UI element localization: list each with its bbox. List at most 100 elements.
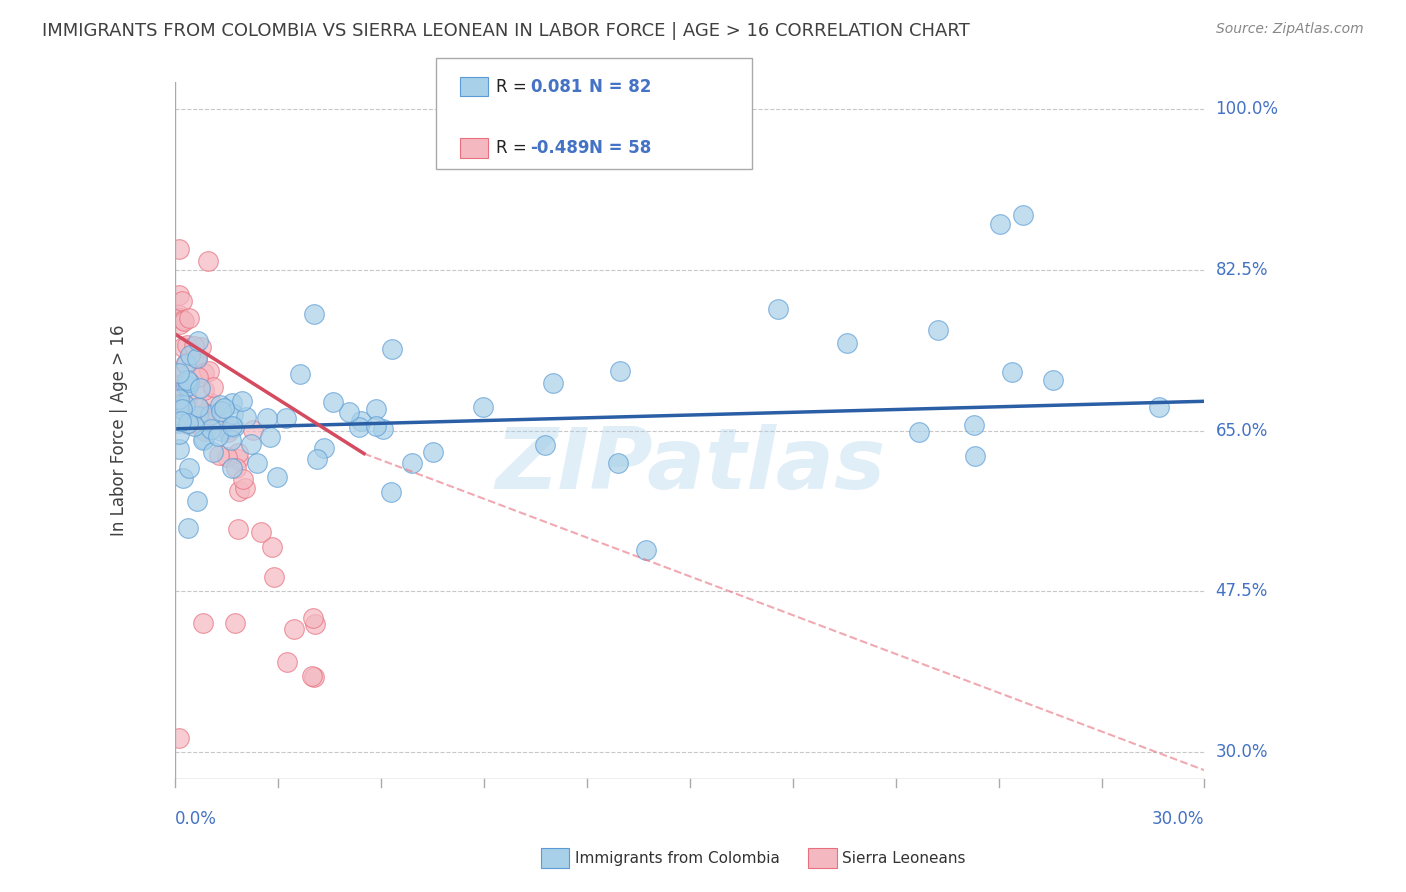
Point	[167, 308, 190, 322]
Point	[176, 392, 198, 407]
Point	[963, 450, 986, 464]
Point	[187, 334, 209, 349]
Point	[218, 422, 240, 436]
Point	[231, 394, 253, 409]
Text: 30.0%: 30.0%	[1152, 810, 1205, 828]
Point	[193, 432, 215, 446]
Point	[380, 484, 402, 499]
Point	[167, 366, 190, 380]
Point	[990, 217, 1012, 231]
Point	[177, 461, 200, 475]
Text: 65.0%: 65.0%	[1216, 422, 1268, 440]
Point	[167, 731, 190, 745]
Point	[187, 370, 209, 384]
Point	[266, 470, 288, 484]
Point	[201, 380, 224, 394]
Text: 0.0%: 0.0%	[176, 810, 217, 828]
Point	[226, 451, 249, 466]
Point	[170, 402, 193, 417]
Point	[177, 378, 200, 392]
Point	[169, 318, 191, 332]
Point	[177, 417, 200, 432]
Point	[250, 525, 273, 540]
Point	[288, 368, 311, 382]
Point	[307, 452, 329, 467]
Point	[235, 410, 257, 425]
Point	[262, 540, 284, 554]
Point	[183, 419, 205, 434]
Point	[304, 616, 326, 631]
Point	[205, 411, 228, 425]
Point	[193, 384, 215, 398]
Point	[209, 424, 232, 438]
Point	[187, 400, 209, 414]
Point	[322, 395, 344, 409]
Point	[217, 425, 239, 439]
Point	[301, 611, 323, 625]
Point	[186, 494, 208, 508]
Point	[221, 419, 243, 434]
Point	[212, 401, 235, 415]
Point	[186, 351, 208, 366]
Point	[221, 396, 243, 410]
Point	[173, 314, 195, 328]
Point	[177, 416, 200, 430]
Point	[167, 398, 190, 412]
Point	[543, 376, 565, 390]
Point	[167, 427, 190, 442]
Point	[1012, 208, 1035, 222]
Point	[200, 396, 222, 410]
Text: N = 58: N = 58	[589, 139, 651, 157]
Point	[350, 414, 373, 428]
Point	[337, 404, 360, 418]
Point	[381, 342, 404, 356]
Text: 47.5%: 47.5%	[1216, 582, 1268, 600]
Point	[907, 425, 929, 440]
Point	[232, 472, 254, 486]
Text: 30.0%: 30.0%	[1216, 743, 1268, 761]
Point	[208, 448, 231, 462]
Text: 100.0%: 100.0%	[1216, 101, 1278, 119]
Point	[471, 400, 494, 414]
Point	[1147, 400, 1170, 414]
Point	[304, 306, 326, 320]
Text: In Labor Force | Age > 16: In Labor Force | Age > 16	[110, 325, 128, 536]
Point	[256, 411, 278, 425]
Point	[242, 423, 264, 437]
Point	[172, 340, 194, 354]
Text: R =: R =	[496, 78, 527, 95]
Point	[200, 408, 222, 422]
Point	[246, 456, 269, 470]
Point	[177, 311, 200, 326]
Point	[226, 522, 249, 536]
Text: -0.489: -0.489	[530, 139, 589, 157]
Point	[222, 420, 245, 434]
Text: N = 82: N = 82	[589, 78, 651, 95]
Point	[263, 570, 285, 584]
Point	[179, 348, 201, 362]
Point	[963, 417, 986, 432]
Point	[209, 404, 232, 418]
Point	[226, 446, 249, 460]
Point	[170, 414, 193, 428]
Point	[200, 421, 222, 435]
Point	[302, 670, 325, 684]
Point	[183, 339, 205, 353]
Point	[364, 419, 387, 434]
Point	[172, 293, 194, 308]
Point	[927, 323, 949, 337]
Text: Source: ZipAtlas.com: Source: ZipAtlas.com	[1216, 22, 1364, 37]
Point	[167, 416, 190, 430]
Point	[219, 433, 242, 447]
Point	[240, 437, 263, 451]
Point	[312, 441, 335, 455]
Point	[169, 442, 191, 456]
Point	[301, 669, 323, 683]
Point	[177, 375, 200, 389]
Point	[186, 351, 208, 366]
Point	[190, 339, 212, 353]
Point	[167, 392, 190, 406]
Point	[225, 460, 247, 475]
Point	[208, 398, 231, 412]
Point	[634, 543, 657, 558]
